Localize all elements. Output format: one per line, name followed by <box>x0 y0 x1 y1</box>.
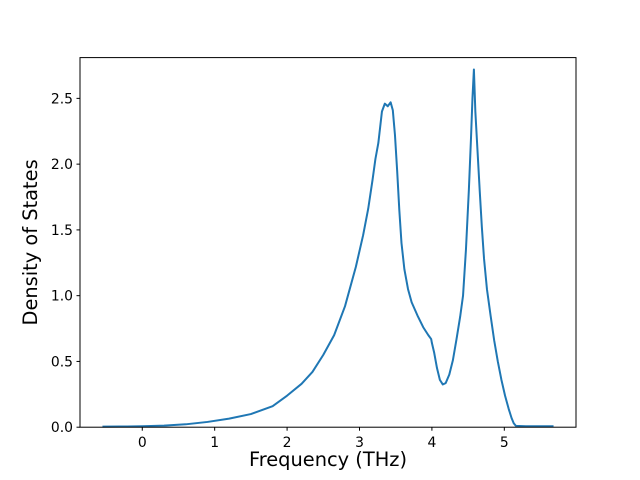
y-tick-label: 2.0 <box>51 157 73 173</box>
x-tick-label: 3 <box>355 435 364 451</box>
curve-layer <box>102 68 554 428</box>
y-tick-label: 0.0 <box>51 420 73 436</box>
x-tick-label: 1 <box>210 435 219 451</box>
y-axis-label: Density of States <box>19 159 42 325</box>
y-tick-label: 1.0 <box>51 289 73 305</box>
x-tick-label: 0 <box>138 435 147 451</box>
x-axis-label: Frequency (THz) <box>249 448 407 471</box>
y-tick-label: 0.5 <box>51 354 73 370</box>
ticks-layer: 0 1 2 3 4 5 0.0 0.5 1.0 1.5 2.0 2.5 <box>51 91 509 451</box>
y-tick-label: 1.5 <box>51 223 73 239</box>
y-tick-label: 2.5 <box>51 91 73 107</box>
x-tick-label: 5 <box>500 435 509 451</box>
axes-frame <box>79 57 577 428</box>
x-tick-label: 4 <box>427 435 436 451</box>
x-tick-label: 2 <box>283 435 292 451</box>
dos-curve <box>102 68 554 428</box>
